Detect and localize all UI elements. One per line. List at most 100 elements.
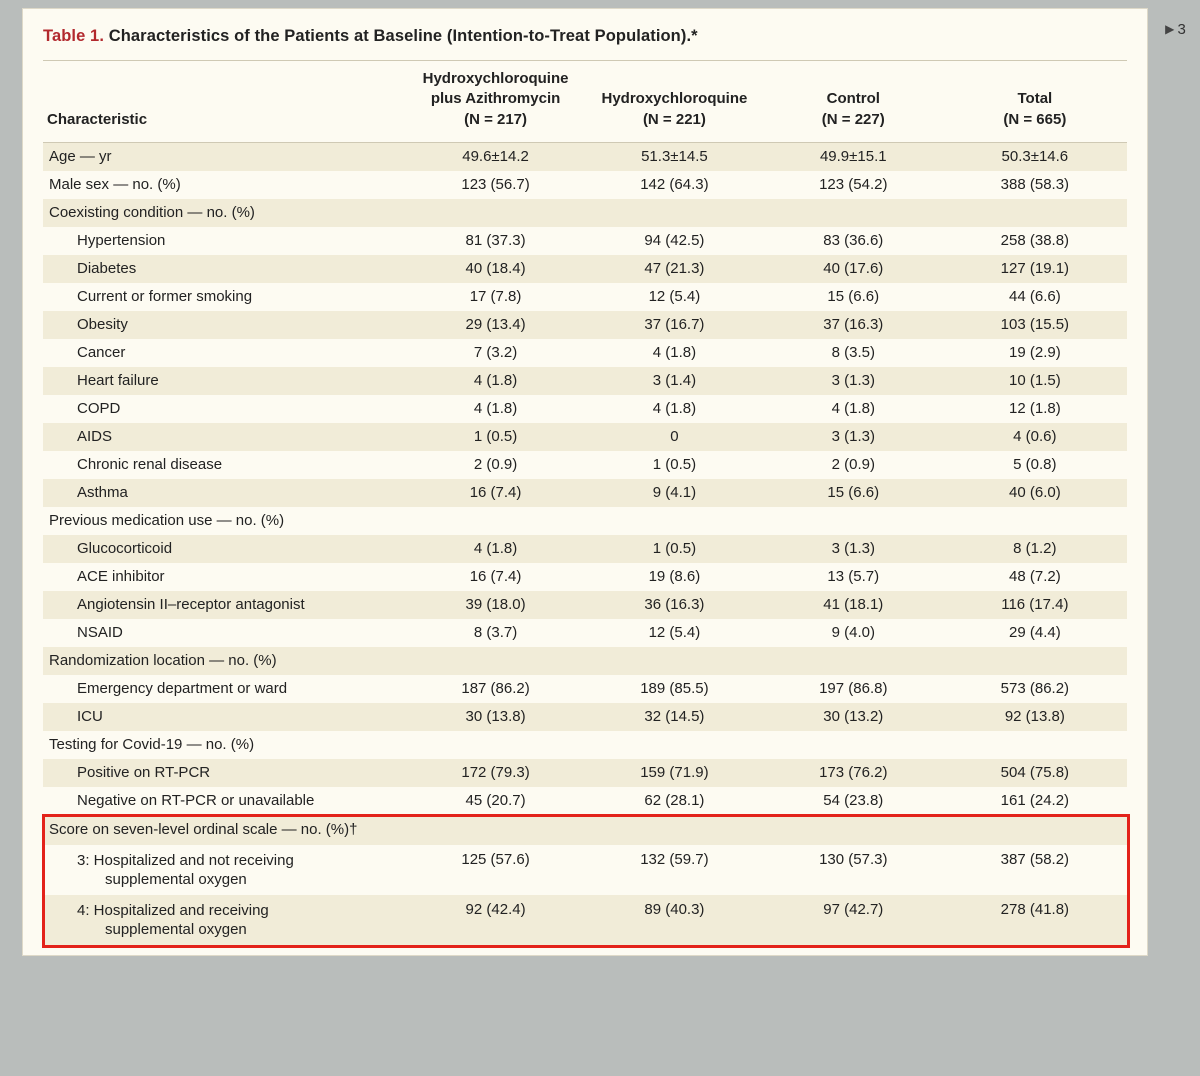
row-value: 12 (1.8) — [943, 395, 1127, 423]
row-value: 41 (18.1) — [764, 591, 943, 619]
table-row: Coexisting condition — no. (%) — [43, 199, 1127, 227]
table-title: Table 1. Characteristics of the Patients… — [43, 27, 1127, 46]
row-value: 16 (7.4) — [406, 563, 585, 591]
table-row: Age — yr49.6±14.251.3±14.549.9±15.150.3±… — [43, 142, 1127, 171]
row-label: Previous medication use — no. (%) — [43, 507, 406, 535]
row-label: Glucocorticoid — [43, 535, 406, 563]
table-row: Negative on RT-PCR or unavailable45 (20.… — [43, 787, 1127, 815]
row-value: 15 (6.6) — [764, 479, 943, 507]
row-value: 13 (5.7) — [764, 563, 943, 591]
row-value: 142 (64.3) — [585, 171, 764, 199]
row-value: 89 (40.3) — [585, 895, 764, 945]
row-label: AIDS — [43, 423, 406, 451]
row-label: Obesity — [43, 311, 406, 339]
row-value: 123 (56.7) — [406, 171, 585, 199]
row-value: 388 (58.3) — [943, 171, 1127, 199]
row-value: 387 (58.2) — [943, 845, 1127, 895]
row-value — [406, 815, 585, 846]
row-value: 504 (75.8) — [943, 759, 1127, 787]
row-value: 132 (59.7) — [585, 845, 764, 895]
table-row: Diabetes40 (18.4)47 (21.3)40 (17.6)127 (… — [43, 255, 1127, 283]
row-value: 4 (1.8) — [406, 367, 585, 395]
row-value — [764, 199, 943, 227]
row-value: 37 (16.3) — [764, 311, 943, 339]
row-value: 130 (57.3) — [764, 845, 943, 895]
row-value: 278 (41.8) — [943, 895, 1127, 945]
table-row: Obesity29 (13.4)37 (16.7)37 (16.3)103 (1… — [43, 311, 1127, 339]
row-value: 573 (86.2) — [943, 675, 1127, 703]
row-label: Cancer — [43, 339, 406, 367]
row-value: 40 (17.6) — [764, 255, 943, 283]
row-value: 3 (1.4) — [585, 367, 764, 395]
row-value: 17 (7.8) — [406, 283, 585, 311]
row-label: Hypertension — [43, 227, 406, 255]
row-value: 103 (15.5) — [943, 311, 1127, 339]
row-label: NSAID — [43, 619, 406, 647]
row-label: Asthma — [43, 479, 406, 507]
row-value: 0 — [585, 423, 764, 451]
row-label: Positive on RT-PCR — [43, 759, 406, 787]
row-value: 4 (1.8) — [585, 395, 764, 423]
col-hcq-azi: Hydroxychloroquine plus Azithromycin (N … — [406, 61, 585, 143]
row-value: 161 (24.2) — [943, 787, 1127, 815]
row-value: 5 (0.8) — [943, 451, 1127, 479]
row-value: 50.3±14.6 — [943, 142, 1127, 171]
row-value: 29 (13.4) — [406, 311, 585, 339]
row-label: Negative on RT-PCR or unavailable — [43, 787, 406, 815]
characteristics-table: Characteristic Hydroxychloroquine plus A… — [43, 60, 1127, 945]
table-row: NSAID8 (3.7)12 (5.4)9 (4.0)29 (4.4) — [43, 619, 1127, 647]
row-label: Diabetes — [43, 255, 406, 283]
row-value: 125 (57.6) — [406, 845, 585, 895]
row-value — [406, 647, 585, 675]
side-marker: ▶3 — [1164, 20, 1186, 38]
table-header-row: Characteristic Hydroxychloroquine plus A… — [43, 61, 1127, 143]
table-row: Score on seven-level ordinal scale — no.… — [43, 815, 1127, 846]
row-value: 4 (1.8) — [764, 395, 943, 423]
row-value: 16 (7.4) — [406, 479, 585, 507]
row-value: 9 (4.1) — [585, 479, 764, 507]
row-label: Score on seven-level ordinal scale — no.… — [43, 815, 406, 846]
row-value: 19 (8.6) — [585, 563, 764, 591]
row-label: Emergency department or ward — [43, 675, 406, 703]
table-row: Testing for Covid-19 — no. (%) — [43, 731, 1127, 759]
row-value: 92 (13.8) — [943, 703, 1127, 731]
col-characteristic: Characteristic — [43, 61, 406, 143]
row-value: 8 (3.5) — [764, 339, 943, 367]
row-value — [406, 507, 585, 535]
table-row: ACE inhibitor16 (7.4)19 (8.6)13 (5.7)48 … — [43, 563, 1127, 591]
row-value: 12 (5.4) — [585, 283, 764, 311]
row-value: 15 (6.6) — [764, 283, 943, 311]
row-value — [585, 731, 764, 759]
row-value: 8 (1.2) — [943, 535, 1127, 563]
table-row: Current or former smoking17 (7.8)12 (5.4… — [43, 283, 1127, 311]
row-value: 159 (71.9) — [585, 759, 764, 787]
table-row: Glucocorticoid4 (1.8)1 (0.5)3 (1.3)8 (1.… — [43, 535, 1127, 563]
row-label: ACE inhibitor — [43, 563, 406, 591]
row-label: Current or former smoking — [43, 283, 406, 311]
col-control: Control (N = 227) — [764, 61, 943, 143]
row-value: 189 (85.5) — [585, 675, 764, 703]
table-title-text: Characteristics of the Patients at Basel… — [109, 27, 698, 45]
row-value: 30 (13.2) — [764, 703, 943, 731]
row-value: 1 (0.5) — [585, 451, 764, 479]
row-value: 29 (4.4) — [943, 619, 1127, 647]
col-total: Total (N = 665) — [943, 61, 1127, 143]
table-row: COPD4 (1.8)4 (1.8)4 (1.8)12 (1.8) — [43, 395, 1127, 423]
row-value: 62 (28.1) — [585, 787, 764, 815]
triangle-right-icon: ▶ — [1165, 22, 1174, 36]
row-value — [943, 731, 1127, 759]
row-value: 48 (7.2) — [943, 563, 1127, 591]
row-value — [585, 199, 764, 227]
row-value: 12 (5.4) — [585, 619, 764, 647]
row-value: 54 (23.8) — [764, 787, 943, 815]
table-row: Positive on RT-PCR172 (79.3)159 (71.9)17… — [43, 759, 1127, 787]
row-value: 44 (6.6) — [943, 283, 1127, 311]
row-value — [943, 647, 1127, 675]
row-value — [764, 815, 943, 846]
table-row: Angiotensin II–receptor antagonist39 (18… — [43, 591, 1127, 619]
table-row: Hypertension81 (37.3)94 (42.5)83 (36.6)2… — [43, 227, 1127, 255]
row-label: 4: Hospitalized and receiving supplement… — [43, 895, 406, 945]
row-value: 173 (76.2) — [764, 759, 943, 787]
row-value: 3 (1.3) — [764, 423, 943, 451]
row-value — [943, 507, 1127, 535]
